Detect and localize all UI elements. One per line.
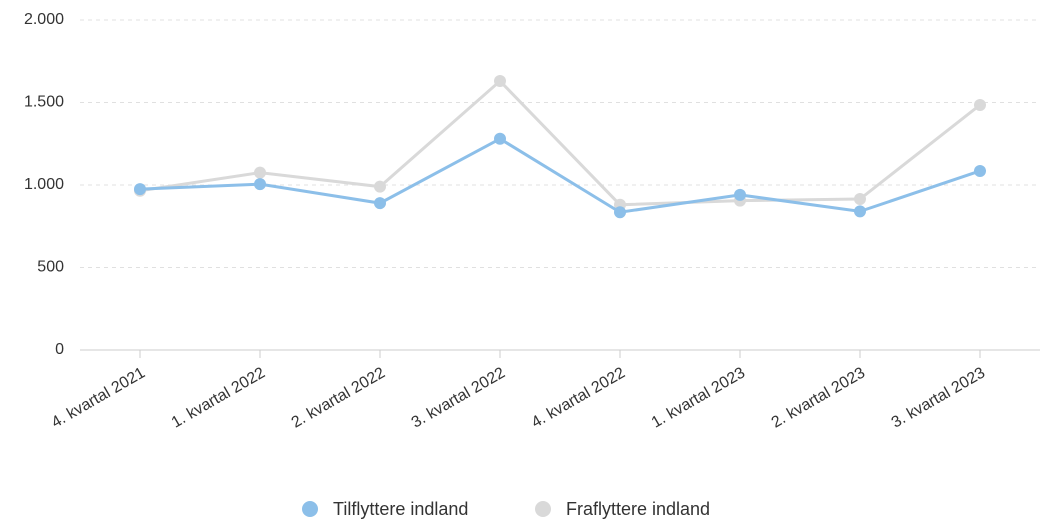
point [374,180,386,193]
line [139,78,981,207]
x-tick-label: 1. kvartal 2023 [649,364,748,431]
y-tick-label: 2.000 [24,11,64,28]
legend-marker [535,501,551,517]
point [494,75,506,88]
point [854,205,866,218]
legend-marker [302,501,318,517]
x-tick-label: 3. kvartal 2022 [409,364,508,431]
point [494,132,506,145]
x-tick-label: 3. kvartal 2023 [889,364,988,431]
point [974,164,986,177]
point [134,183,146,196]
y-tick-label: 500 [37,259,64,276]
legend-label: Tilflyttere indland [333,499,468,519]
x-tick-label: 4. kvartal 2021 [49,364,148,431]
x-tick-label: 4. kvartal 2022 [529,364,628,431]
x-tick-label: 2. kvartal 2023 [769,364,868,431]
point [734,188,746,201]
legend-label: Fraflyttere indland [566,499,710,519]
line [139,137,981,214]
point [614,206,626,219]
point [374,197,386,210]
x-tick-label: 1. kvartal 2022 [169,364,268,431]
x-tick-label: 2. kvartal 2022 [289,364,388,431]
point [854,193,866,206]
y-tick-label: 0 [55,341,64,358]
point [254,166,266,179]
y-tick-label: 1.000 [24,176,64,193]
point [974,98,986,111]
y-tick-label: 1.500 [24,94,64,111]
point [254,178,266,191]
